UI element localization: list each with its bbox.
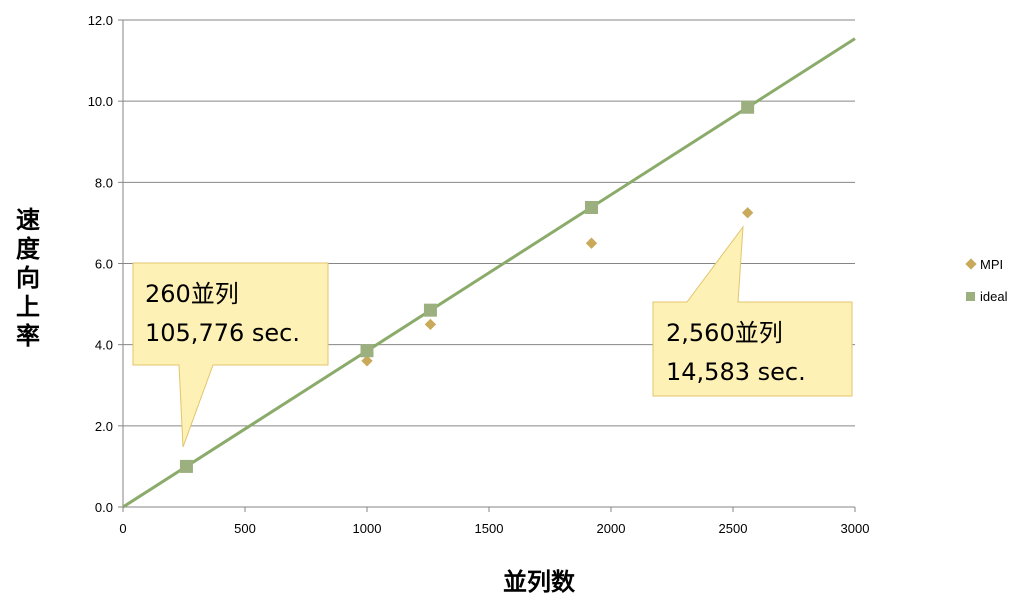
- callout-2560-shape: [652, 225, 853, 397]
- callout-2560-line2: 14,583 sec.: [666, 358, 806, 386]
- x-tick-labels: 0 500 1000 1500 2000 2500 3000: [119, 521, 869, 536]
- legend-label-mpi: MPI: [980, 257, 1003, 272]
- y-tick-label: 6.0: [95, 257, 113, 272]
- y-tick-label: 8.0: [95, 175, 113, 190]
- mpi-point: [585, 237, 598, 249]
- ideal-point: [179, 459, 193, 473]
- y-tick-label: 4.0: [95, 338, 113, 353]
- x-tick-label: 0: [119, 521, 126, 536]
- y-tick-label: 2.0: [95, 419, 113, 434]
- x-tick-label: 2000: [597, 521, 626, 536]
- y-tick-labels: 0.0 2.0 4.0 6.0 8.0 10.0 12.0: [88, 13, 113, 515]
- ideal-point: [741, 100, 755, 114]
- mpi-point: [361, 355, 373, 367]
- ideal-point: [423, 303, 437, 317]
- mpi-point: [424, 318, 437, 331]
- mpi-point: [741, 207, 754, 219]
- legend-label-ideal: ideal: [980, 289, 1008, 304]
- data-markers: [179, 100, 755, 473]
- ideal-point: [584, 200, 598, 214]
- y-axis-title: 速度向上率: [16, 206, 41, 350]
- x-tick-label: 1000: [353, 521, 382, 536]
- ideal-point: [360, 344, 374, 358]
- x-tick-label: 3000: [841, 521, 870, 536]
- callout-260-line1: 260並列: [145, 280, 239, 308]
- y-tick-label: 0.0: [95, 500, 113, 515]
- legend-marker-ideal: [966, 292, 975, 301]
- ideal-trend-line: [122, 37, 856, 509]
- ideal-series-line: [122, 37, 856, 509]
- legend-marker-mpi: [965, 258, 977, 270]
- y-tick-label: 12.0: [88, 13, 113, 28]
- y-tick-label: 10.0: [88, 94, 113, 109]
- x-tick-label: 2500: [719, 521, 748, 536]
- x-tick-label: 1500: [475, 521, 504, 536]
- callout-260-line2: 105,776 sec.: [145, 319, 300, 347]
- callout-260-shape: [132, 262, 329, 448]
- callout-260: 260並列 105,776 sec.: [132, 262, 329, 448]
- legend: MPI ideal: [965, 257, 1008, 304]
- x-tick-label: 500: [234, 521, 256, 536]
- callout-2560-line1: 2,560並列: [666, 319, 783, 347]
- x-axis-title: 並列数: [503, 568, 576, 596]
- callout-2560: 2,560並列 14,583 sec.: [652, 225, 853, 397]
- axes: [122, 20, 855, 508]
